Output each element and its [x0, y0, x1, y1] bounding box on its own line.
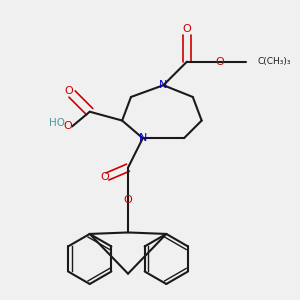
Text: O: O: [124, 195, 132, 205]
Text: O: O: [215, 57, 224, 67]
Text: O: O: [183, 24, 191, 34]
Text: O: O: [63, 122, 72, 131]
Text: O: O: [100, 172, 109, 182]
Text: HO: HO: [49, 118, 65, 128]
Text: N: N: [159, 80, 168, 90]
Text: N: N: [139, 133, 147, 143]
Text: O: O: [65, 86, 74, 96]
Text: C(CH₃)₃: C(CH₃)₃: [258, 57, 291, 66]
